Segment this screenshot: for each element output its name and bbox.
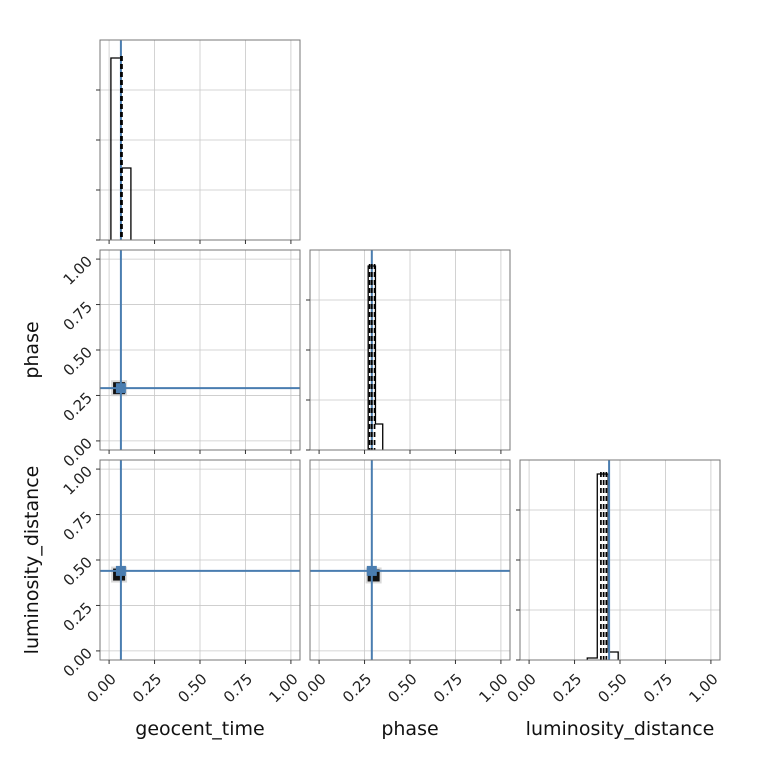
xtick-label-phase-2: 0.50 (384, 670, 420, 706)
xtick-label-luminosity_distance-0: 0.00 (503, 670, 539, 706)
xtick-label-luminosity_distance-2: 0.50 (594, 670, 630, 706)
x-axis-label-geocent-time: geocent_time (135, 718, 264, 740)
x-axis-label-phase: phase (381, 718, 438, 740)
xtick-label-luminosity_distance-3: 0.75 (640, 670, 676, 706)
ytick-label-phase-3: 0.75 (60, 298, 96, 334)
xtick-label-luminosity_distance-4: 1.00 (685, 670, 721, 706)
ytick-label-phase-4: 1.00 (60, 252, 96, 288)
ytick-label-luminosity_distance-4: 1.00 (60, 462, 96, 498)
xtick-label-geocent_time-4: 1.00 (265, 670, 301, 706)
y-axis-label-luminosity-distance: luminosity_distance (21, 466, 43, 655)
grid-layer (100, 40, 720, 660)
ytick-label-luminosity_distance-2: 0.50 (60, 553, 96, 589)
histogram-phase (367, 265, 384, 450)
ytick-label-luminosity_distance-1: 0.25 (60, 599, 96, 635)
xtick-label-geocent_time-1: 0.25 (129, 670, 165, 706)
ytick-label-phase-2: 0.50 (60, 343, 96, 379)
ytick-label-phase-0: 0.00 (60, 434, 96, 470)
xtick-label-geocent_time-0: 0.00 (83, 670, 119, 706)
xtick-label-geocent_time-3: 0.75 (220, 670, 256, 706)
histogram-luminosity_distance (586, 473, 619, 660)
truth-point-geocent_time-vs-luminosity_distance (115, 565, 126, 576)
truth-point-phase-vs-luminosity_distance (366, 565, 377, 576)
y-axis-label-phase: phase (21, 321, 43, 378)
tick-layer: 0.000.250.500.751.000.000.250.500.751.00… (60, 89, 722, 706)
data-layer (100, 40, 619, 660)
ytick-label-luminosity_distance-0: 0.00 (60, 644, 96, 680)
xtick-label-geocent_time-2: 0.50 (174, 670, 210, 706)
ytick-label-luminosity_distance-3: 0.75 (60, 508, 96, 544)
x-axis-label-luminosity-distance: luminosity_distance (526, 718, 715, 740)
xtick-label-phase-4: 1.00 (475, 670, 511, 706)
xtick-label-luminosity_distance-1: 0.25 (549, 670, 585, 706)
truth-point-geocent_time-vs-phase (115, 383, 126, 394)
ytick-label-phase-1: 0.25 (60, 389, 96, 425)
xtick-label-phase-3: 0.75 (430, 670, 466, 706)
xtick-label-phase-0: 0.00 (293, 670, 329, 706)
xtick-label-phase-1: 0.25 (339, 670, 375, 706)
